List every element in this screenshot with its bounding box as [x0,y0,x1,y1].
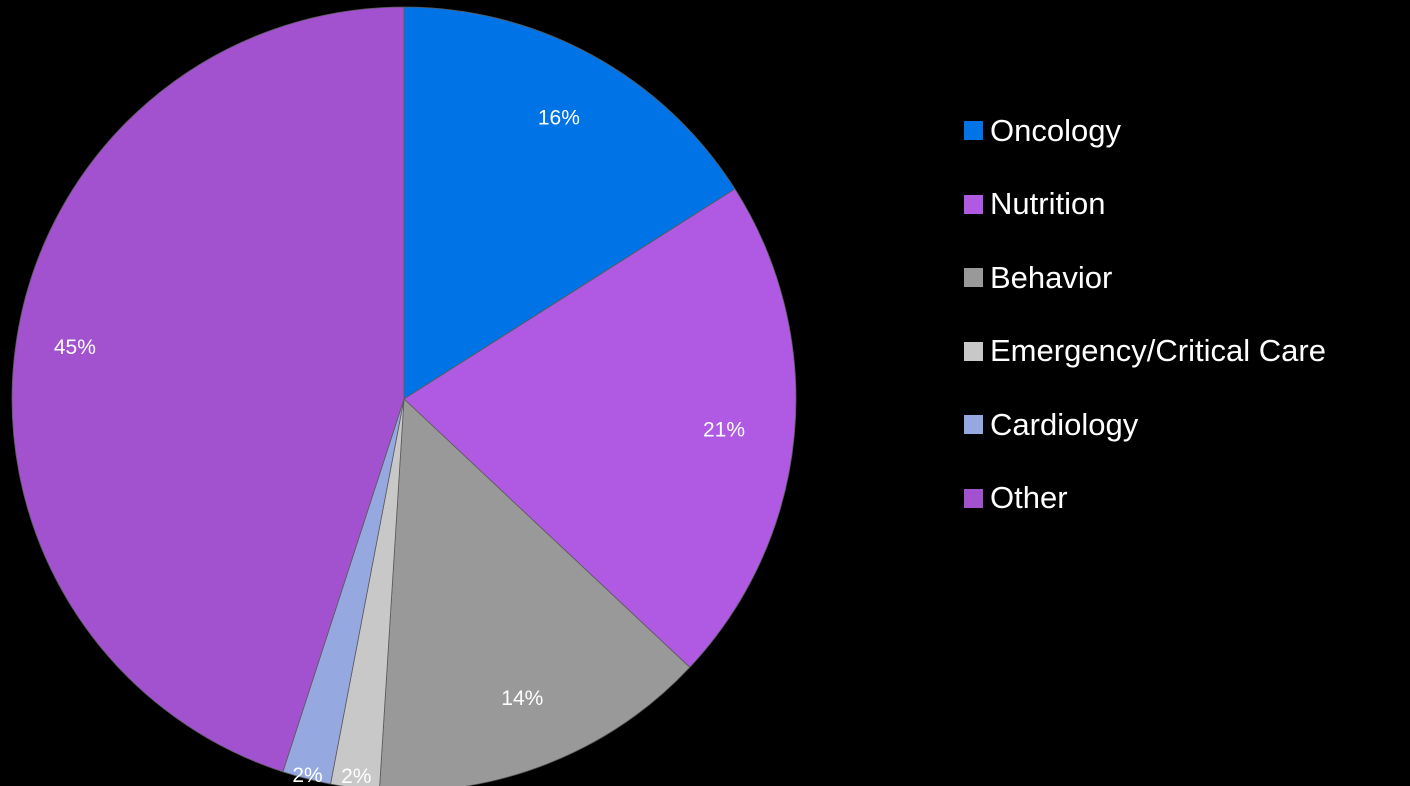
data-label: 16% [538,106,580,129]
pie-slice-other [11,6,405,773]
legend-item: Behavior [964,241,1404,315]
legend-swatch [964,488,983,508]
pie-slice-nutrition [403,188,797,668]
legend-swatch [964,121,983,141]
legend-label: Behavior [990,259,1113,295]
legend-label: Cardiology [990,406,1139,442]
legend-item: Other [964,462,1404,536]
pie-slice-oncology [403,6,736,400]
pie-slices [11,6,797,786]
legend: Oncology Nutrition Behavior Emergency/Criti… [964,94,1404,535]
legend-label: Oncology [990,112,1121,148]
pie-slice-behavior [379,398,691,786]
data-label: 2% [292,764,322,786]
legend-item: Nutrition [964,168,1404,242]
legend-label: Emergency/Critical Care [990,333,1326,369]
data-label: 45% [54,336,96,359]
legend-label: Other [990,480,1068,516]
legend-label: Nutrition [990,186,1106,222]
legend-swatch [964,341,983,361]
legend-swatch [964,194,983,214]
legend-swatch [964,415,983,435]
data-label: 14% [501,687,543,710]
legend-item: Cardiology [964,388,1404,462]
legend-swatch [964,268,983,288]
data-label: 2% [341,765,371,786]
legend-item: Oncology [964,94,1404,168]
data-label: 21% [703,418,745,441]
legend-item: Emergency/Critical Care [964,315,1404,389]
pie-data-labels: 16% 21% 14% 2% 2% 45% [54,106,745,786]
